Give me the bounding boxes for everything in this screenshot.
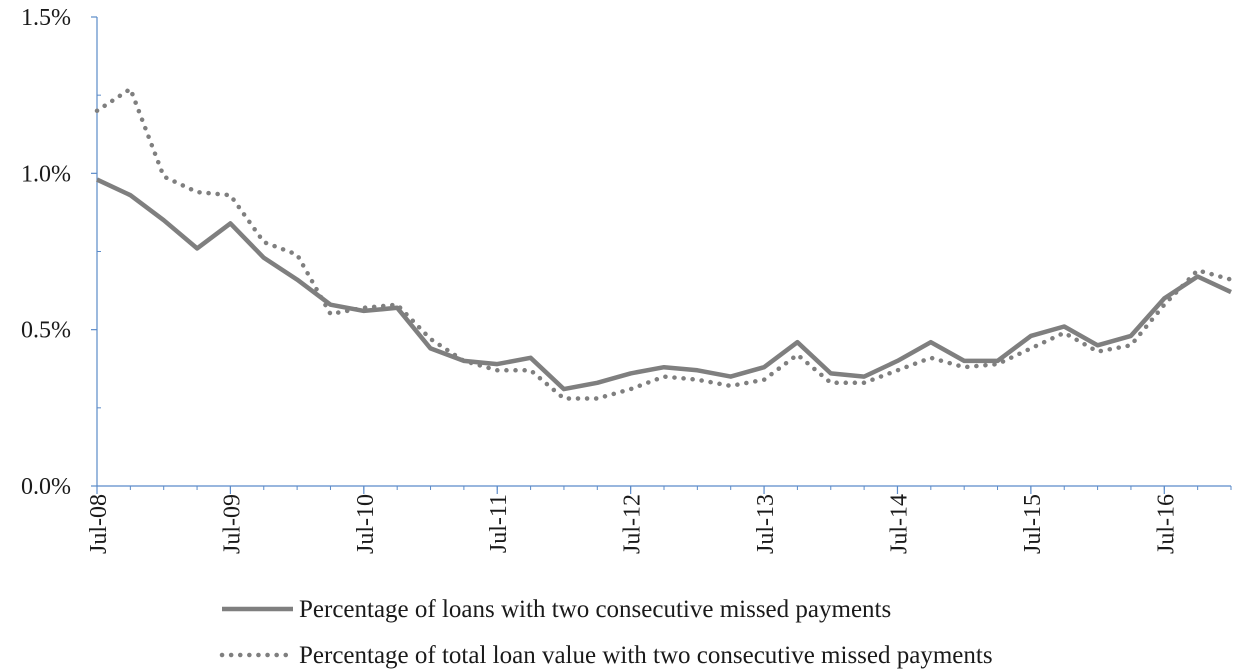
plot-area <box>94 86 1234 401</box>
x-tick-label: Jul-14 <box>886 494 912 554</box>
x-tick-label: Jul-12 <box>620 494 646 554</box>
x-axis: Jul-08 Jul-09 Jul-10 Jul-11 Jul-12 Jul-13 Jul-… <box>86 485 1232 554</box>
legend: Percentage of loans with two consecutive… <box>219 596 993 669</box>
series-line-loan-value <box>94 86 1234 401</box>
series-line-loans <box>96 177 1232 392</box>
y-tick-label: 1.5% <box>21 5 71 31</box>
x-tick-label: Jul-08 <box>86 494 112 554</box>
x-tick-label: Jul-10 <box>353 494 379 554</box>
legend-label-loans: Percentage of loans with two consecutive… <box>299 596 891 623</box>
y-tick-label: 1.0% <box>21 161 71 187</box>
x-tick-label: Jul-09 <box>219 494 245 554</box>
y-tick-label: 0.0% <box>21 474 71 500</box>
x-tick-label: Jul-15 <box>1020 494 1046 554</box>
x-tick-label: Jul-11 <box>486 494 512 553</box>
y-axis: 0.0% 0.5% 1.0% 1.5% <box>21 5 101 500</box>
x-tick-label: Jul-16 <box>1153 494 1179 554</box>
legend-item-value: Percentage of total loan value with two … <box>219 642 993 669</box>
x-tick-label: Jul-13 <box>753 494 779 554</box>
legend-label-value: Percentage of total loan value with two … <box>299 642 993 669</box>
y-tick-label: 0.5% <box>21 318 71 344</box>
legend-item-loans: Percentage of loans with two consecutive… <box>222 596 891 623</box>
